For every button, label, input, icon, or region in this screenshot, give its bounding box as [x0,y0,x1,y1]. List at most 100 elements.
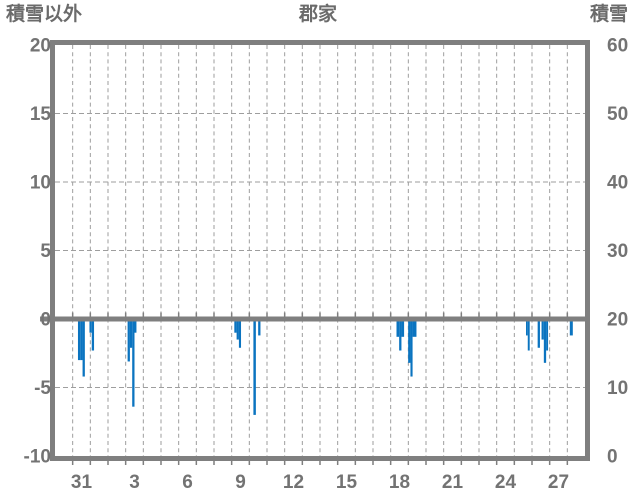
zero-line-tick [372,312,374,317]
bottom-tick [460,461,463,465]
zero-line-tick [213,312,215,317]
zero-line-tick [319,312,321,317]
right-axis-tick-label: 30 [607,241,628,262]
bottom-tick [319,461,321,465]
bottom-tick [266,461,268,465]
zero-line-tick [495,312,498,317]
zero-line-tick [266,312,268,317]
x-axis-tick-label: 6 [182,472,193,493]
zero-line-tick [177,312,180,317]
left-axis-tick-label: 5 [40,241,51,262]
bar [134,321,137,333]
left-axis-tick-label: 20 [30,36,51,57]
zero-line-tick [124,312,127,317]
zero-line [40,316,585,322]
left-axis-tick-label: -10 [24,447,51,468]
bar [412,321,417,337]
bottom-tick [89,461,92,465]
zero-line-tick [230,312,233,317]
bottom-tick [213,461,215,465]
bottom-tick [107,461,109,465]
bar [546,321,549,351]
bar [396,321,400,337]
bar [132,321,135,407]
bar [91,321,95,351]
bottom-tick [372,461,374,465]
zero-line-tick [301,312,304,317]
x-axis-tick-label: 27 [548,472,569,493]
bar [569,321,573,336]
right-axis-tick-label: 60 [607,36,628,57]
zero-line-tick [531,312,533,317]
bar [401,321,405,337]
bar [537,321,540,348]
zero-line-tick [442,312,445,317]
bottom-tick [301,461,304,465]
zero-line-tick [336,312,339,317]
left-axis-title: 積雪以外 [6,4,83,25]
bar [234,321,237,333]
plot-frame [50,40,590,461]
right-axis-tick-label: 10 [607,378,628,399]
bar [543,321,547,363]
zero-line-tick [160,312,162,317]
bottom-tick [566,461,569,465]
bar [527,321,530,351]
bar [399,321,402,351]
zero-line-tick [142,312,145,317]
zero-line-tick [71,312,74,317]
bottom-tick [177,461,180,465]
left-axis-tick-label: 0 [40,310,51,331]
x-axis-tick-label: 15 [336,472,358,493]
zero-line-tick [107,312,109,317]
zero-line-tick [425,312,427,317]
bar [236,321,239,340]
left-axis-tick-label: 10 [30,173,51,194]
bar [525,321,528,336]
right-axis-tick-label: 40 [607,173,628,194]
zero-line-tick [89,312,92,317]
bar [89,321,92,333]
bottom-tick [354,461,357,465]
chart-title: 郡家 [298,4,337,25]
bar [410,321,413,377]
bottom-tick [425,461,427,465]
zero-line-tick [354,312,357,317]
x-axis-tick-label: 9 [235,472,246,493]
bar [408,321,411,363]
bottom-tick [389,461,392,465]
left-axis-tick-label: 15 [30,104,52,125]
bottom-tick [124,461,127,465]
bottom-tick [513,461,516,465]
bottom-tick [548,461,551,465]
zero-line-tick [283,312,286,317]
bar [541,321,544,340]
right-axis-tick-label: 0 [607,447,618,468]
left-axis-tick-label: -5 [34,378,51,399]
x-axis-tick-label: 24 [495,472,517,493]
bottom-tick [248,461,251,465]
bottom-tick [336,461,339,465]
zero-line-tick [566,312,569,317]
bar [82,321,85,377]
zero-line-tick [513,312,516,317]
right-axis-tick-label: 20 [607,310,628,331]
zero-line-tick [195,312,198,317]
bar [238,321,242,348]
bottom-tick [195,461,198,465]
zero-line-tick [460,312,463,317]
bottom-tick [495,461,498,465]
bar [127,321,130,362]
zero-line-tick [407,312,410,317]
bottom-tick [71,461,74,465]
x-axis-tick-label: 12 [283,472,304,493]
bar [258,321,261,336]
bottom-tick [531,461,533,465]
right-axis-tick-label: 50 [607,104,628,125]
bar [77,321,81,361]
x-axis-tick-label: 21 [442,472,464,493]
bottom-tick [230,461,233,465]
bottom-tick [283,461,286,465]
